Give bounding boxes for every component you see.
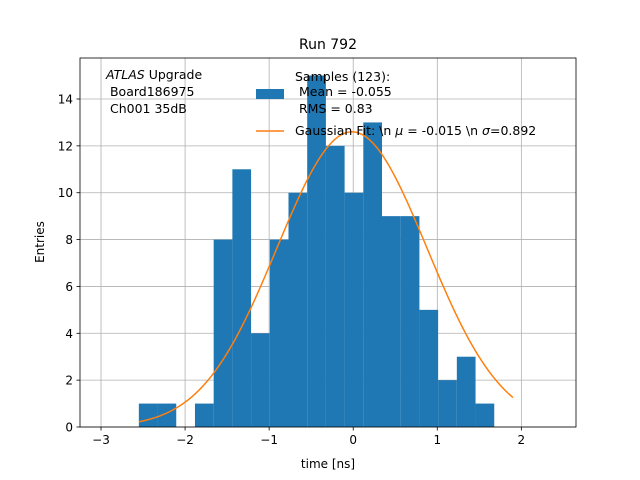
y-axis-label: Entries: [33, 221, 47, 263]
histogram-bar: [232, 169, 252, 428]
x-tick-label: 1: [433, 433, 441, 447]
axes-frame: [79, 57, 577, 428]
histogram-bar: [213, 239, 233, 427]
y-tick-label: 4: [65, 327, 73, 341]
histogram-bar: [456, 356, 476, 427]
y-tick-label: 14: [58, 93, 73, 107]
legend-samples-line-3: RMS = 0.83: [295, 101, 373, 116]
histogram-bar: [400, 216, 420, 427]
histogram-bar: [438, 380, 457, 427]
legend-fit-part-2: = -0.015 \n: [403, 123, 482, 138]
y-axis-ticks: 0 2 4 6 8 10 12 14: [58, 93, 80, 435]
x-tick-label: −1: [260, 433, 278, 447]
histogram-bars: [138, 75, 495, 428]
chart-title: Run 792: [299, 37, 357, 53]
histogram-bar: [269, 239, 289, 427]
x-tick-label: 2: [518, 433, 526, 447]
gaussian-fit-line: [138, 131, 514, 423]
legend-fit-label: Gaussian Fit: \n μ = -0.015 \n σ=0.892: [295, 123, 536, 138]
annotation-upgrade: Upgrade: [145, 67, 203, 82]
annotation-text: ATLAS Upgrade Board186975 Ch001 35dB: [105, 67, 202, 116]
legend-samples-line-2: Mean = -0.055: [295, 84, 392, 99]
histogram-bar: [419, 309, 439, 427]
y-tick-label: 10: [58, 186, 73, 200]
histogram-bar: [475, 403, 495, 427]
histogram-bar: [138, 403, 158, 427]
histogram-bar: [325, 145, 345, 427]
histogram-bar: [344, 192, 364, 427]
annotation-line-3: Ch001 35dB: [106, 101, 187, 116]
annotation-line-2: Board186975: [106, 84, 194, 99]
y-tick-label: 6: [65, 280, 73, 294]
annotation-atlas: ATLAS: [105, 67, 145, 82]
x-tick-label: −2: [176, 433, 194, 447]
y-tick-label: 8: [65, 233, 73, 247]
legend-fit-sigma: σ: [482, 123, 491, 138]
histogram-bar: [307, 75, 326, 428]
histogram-bar: [363, 122, 383, 427]
legend-fit-mu: μ: [394, 123, 403, 138]
histogram-bar: [157, 403, 177, 427]
x-axis-ticks: −3 −2 −1 0 1 2: [92, 427, 525, 447]
y-tick-label: 0: [65, 421, 73, 435]
histogram-bar: [251, 333, 270, 427]
y-tick-label: 12: [58, 139, 73, 153]
legend-samples-swatch: [256, 89, 284, 99]
legend: Samples (123): Mean = -0.055 RMS = 0.83 …: [256, 69, 536, 138]
legend-samples-line-1: Samples (123):: [295, 69, 390, 84]
x-tick-label: −3: [92, 433, 110, 447]
legend-fit-part-3: =0.892: [490, 123, 536, 138]
histogram-bar: [288, 192, 308, 427]
legend-fit-part-1: Gaussian Fit: \n: [295, 123, 395, 138]
x-tick-label: 0: [349, 433, 357, 447]
y-tick-label: 2: [65, 374, 73, 388]
annotation-line-1: ATLAS Upgrade: [105, 67, 202, 82]
histogram-bar: [194, 403, 214, 427]
histogram-bar: [382, 216, 401, 427]
x-axis-label: time [ns]: [301, 457, 355, 471]
